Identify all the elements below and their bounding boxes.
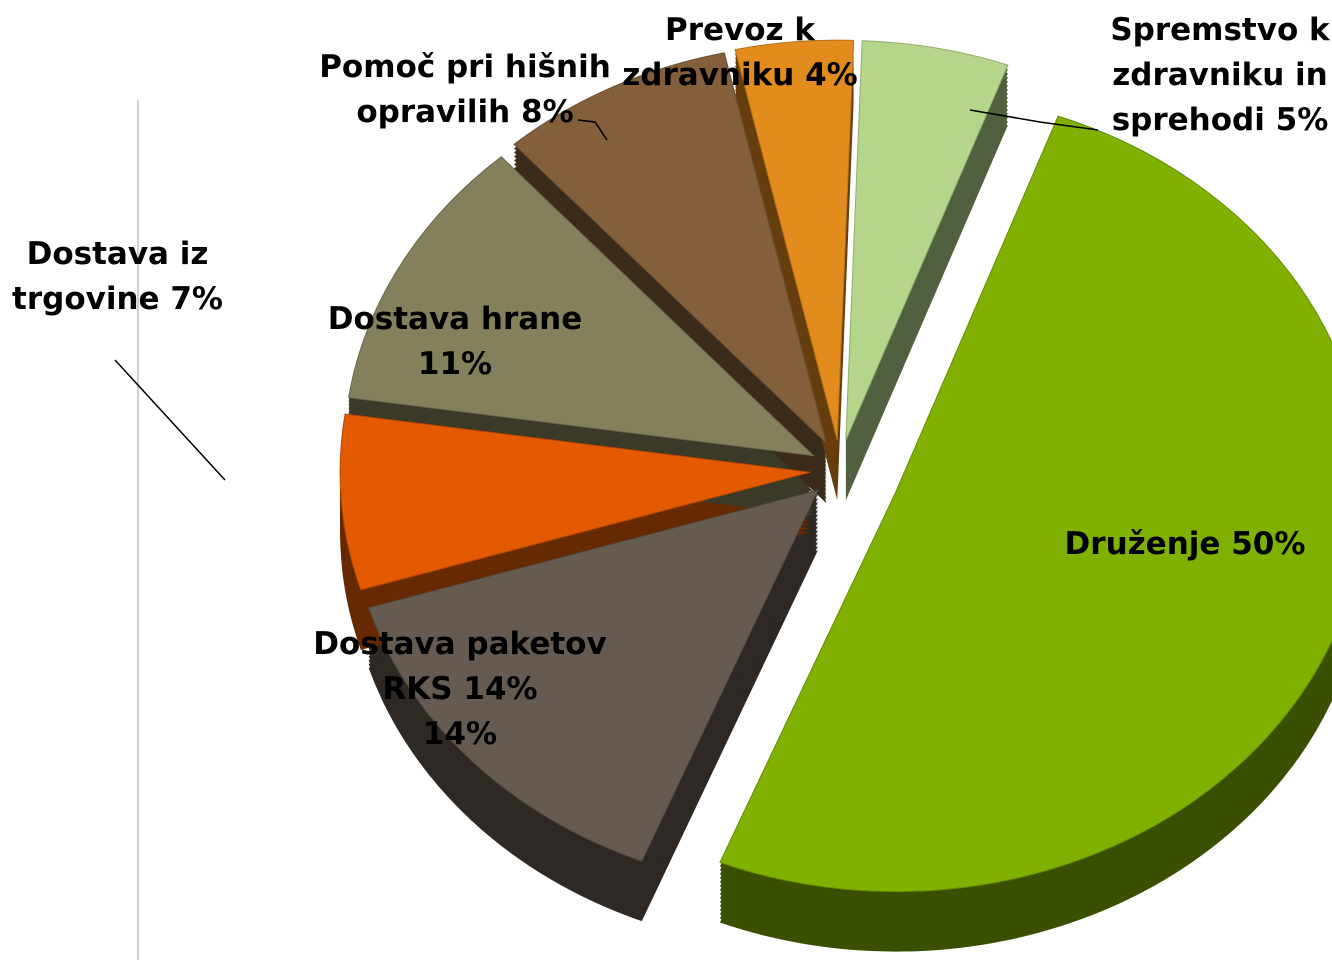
slice-label: Spremstvo k zdravniku in sprehodi 5% bbox=[1085, 8, 1332, 143]
category-name: Prevoz k zdravniku bbox=[622, 12, 815, 93]
slice bbox=[734, 39, 855, 441]
slice bbox=[339, 413, 811, 591]
category-name: Spremstvo k zdravniku in sprehodi bbox=[1110, 12, 1330, 138]
slice-label: Druženje 50% bbox=[1040, 522, 1330, 567]
value-label: 11% bbox=[417, 346, 493, 382]
slice bbox=[348, 156, 816, 457]
value-label: 14% bbox=[422, 716, 498, 752]
slice-label: Prevoz k zdravniku 4% bbox=[610, 8, 870, 98]
slice-label: Pomoč pri hišnih opravilih 8% bbox=[305, 45, 625, 135]
value-label: 4% bbox=[805, 57, 858, 93]
leader-line bbox=[969, 109, 1099, 131]
category-name: Dostava paketov RKS 14% bbox=[313, 626, 607, 707]
category-name: Druženje bbox=[1064, 526, 1221, 562]
category-name: Pomoč pri hišnih opravilih bbox=[319, 49, 611, 130]
value-label: 8% bbox=[521, 94, 574, 130]
value-label: 50% bbox=[1231, 526, 1306, 562]
slice bbox=[367, 489, 819, 862]
category-name: Dostava iz trgovine bbox=[12, 236, 209, 317]
slice bbox=[513, 52, 828, 445]
slice bbox=[845, 40, 1009, 441]
value-label: 7% bbox=[170, 281, 223, 317]
leader-line bbox=[577, 119, 608, 141]
leader-line bbox=[114, 359, 226, 481]
slice bbox=[719, 115, 1332, 893]
value-label: 5% bbox=[1275, 102, 1329, 138]
category-name: Dostava hrane bbox=[327, 301, 583, 337]
slice-label: Dostava paketov RKS 14% 14% bbox=[290, 622, 630, 757]
slice-label: Dostava hrane 11% bbox=[305, 297, 605, 387]
slice-label: Dostava iz trgovine 7% bbox=[0, 232, 235, 322]
